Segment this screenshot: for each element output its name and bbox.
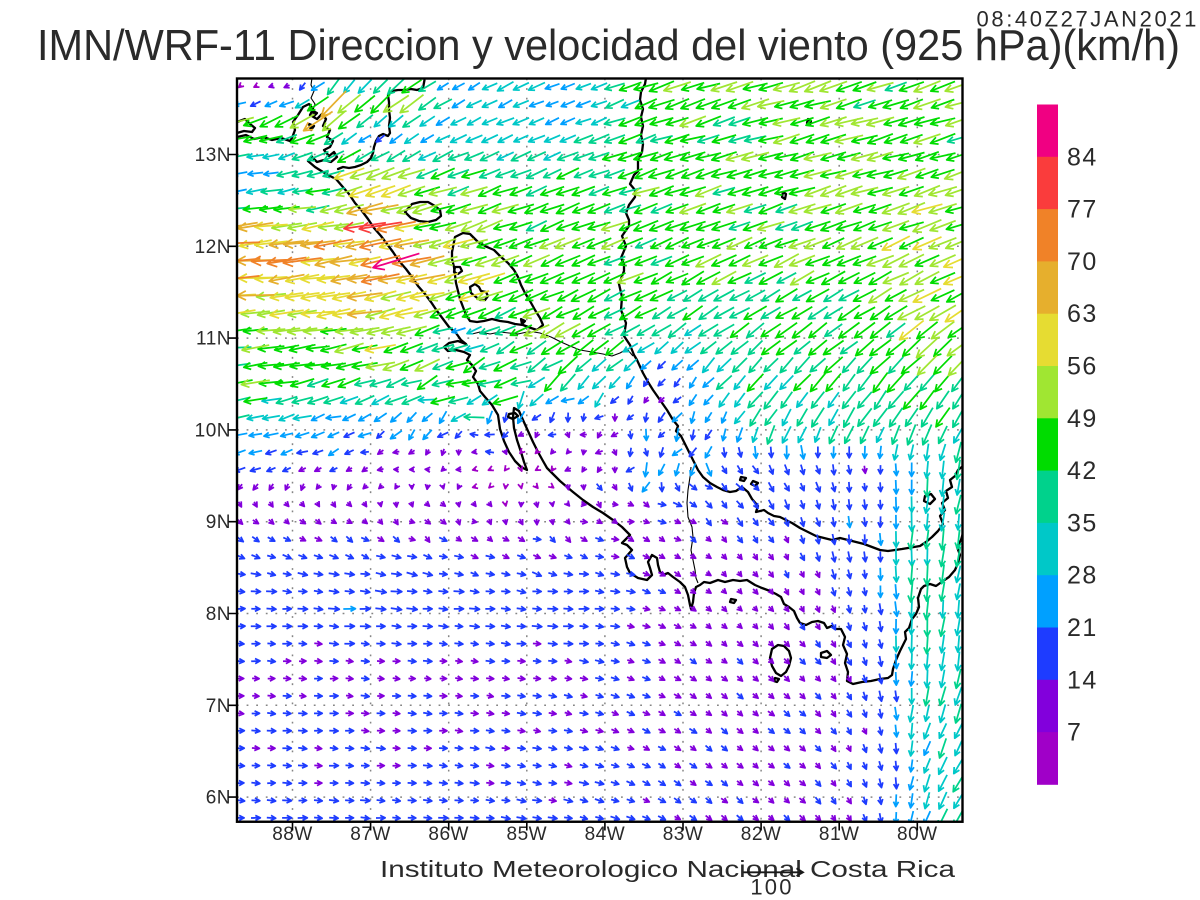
svg-text:14: 14 — [1067, 666, 1098, 694]
svg-text:70: 70 — [1067, 248, 1098, 276]
svg-text:56: 56 — [1067, 353, 1098, 381]
svg-text:82W: 82W — [741, 824, 782, 845]
svg-text:13N: 13N — [195, 145, 231, 166]
svg-text:8N: 8N — [206, 604, 231, 625]
svg-text:63: 63 — [1067, 300, 1098, 328]
svg-text:84: 84 — [1067, 143, 1098, 171]
svg-text:49: 49 — [1067, 405, 1098, 433]
svg-text:21: 21 — [1067, 614, 1098, 642]
svg-text:6N: 6N — [206, 788, 231, 809]
svg-text:7N: 7N — [206, 696, 231, 717]
svg-text:83W: 83W — [663, 824, 704, 845]
svg-text:86W: 86W — [428, 824, 469, 845]
svg-text:85W: 85W — [507, 824, 548, 845]
svg-text:11N: 11N — [196, 329, 231, 350]
svg-text:42: 42 — [1067, 457, 1098, 485]
svg-text:100: 100 — [750, 875, 793, 900]
svg-text:80W: 80W — [897, 824, 938, 845]
svg-text:Instituto Meteorologico Nacion: Instituto Meteorologico Nacional Costa R… — [380, 856, 956, 882]
svg-text:12N: 12N — [195, 237, 231, 258]
svg-text:88W: 88W — [272, 824, 313, 845]
svg-text:35: 35 — [1067, 509, 1098, 537]
svg-text:10N: 10N — [195, 420, 231, 441]
svg-text:9N: 9N — [206, 512, 231, 533]
svg-text:81W: 81W — [819, 824, 860, 845]
svg-text:77: 77 — [1067, 196, 1098, 224]
svg-text:84W: 84W — [585, 824, 626, 845]
svg-text:IMN/WRF-11 Direccion y velocid: IMN/WRF-11 Direccion y velocidad del vie… — [37, 21, 1180, 70]
svg-text:28: 28 — [1067, 562, 1098, 590]
svg-text:87W: 87W — [350, 824, 391, 845]
svg-text:08:40Z27JAN2021: 08:40Z27JAN2021 — [977, 7, 1199, 32]
svg-text:7: 7 — [1067, 719, 1082, 747]
